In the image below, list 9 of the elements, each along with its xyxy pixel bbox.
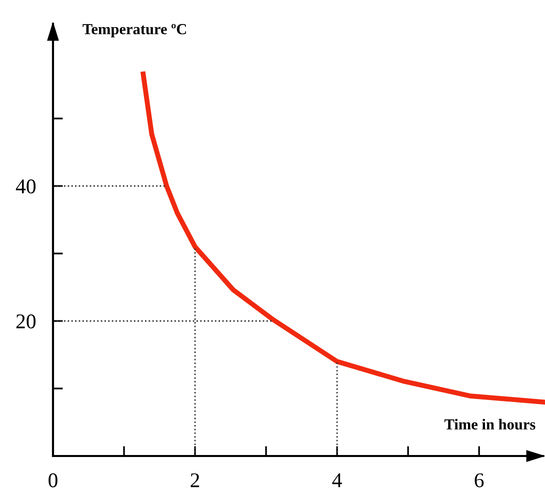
x-axis-title: Time in hours (444, 418, 536, 430)
x-tick-label: 0 (48, 473, 58, 488)
y-tick-label: 40 (16, 179, 36, 194)
x-tick-label: 4 (332, 473, 342, 488)
y-tick-label: 20 (16, 314, 36, 328)
x-tick-label: 6 (474, 473, 484, 488)
y-axis-title: Temperature ºC (82, 24, 186, 38)
x-tick-label: 2 (190, 473, 200, 488)
line-series (140, 72, 545, 404)
